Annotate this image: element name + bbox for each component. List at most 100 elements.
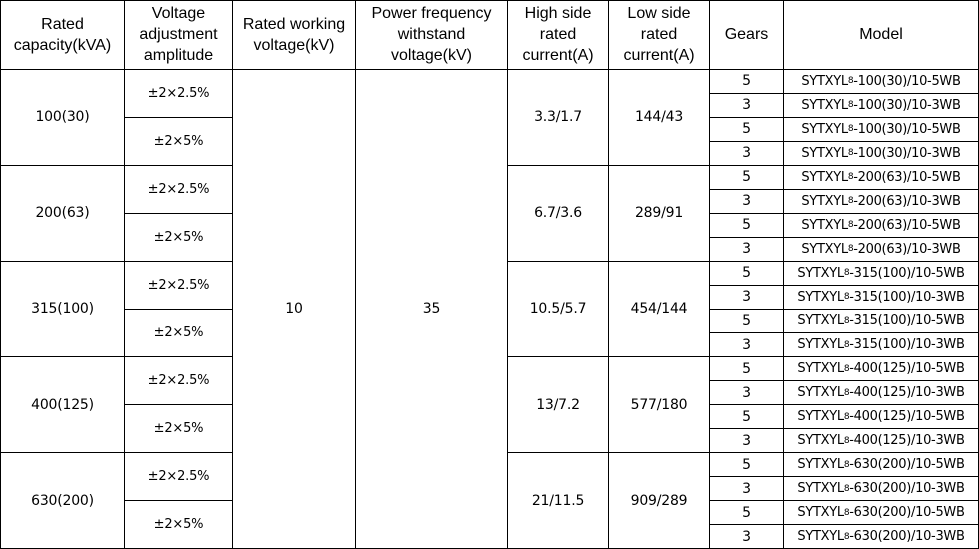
model-prefix: SYTXYL xyxy=(797,481,844,497)
column-divider xyxy=(0,0,1,549)
model-subscript: 8 xyxy=(843,483,850,494)
model-suffix: -630(200)/10-5WB xyxy=(849,505,965,521)
model-prefix: SYTXYL xyxy=(797,265,844,281)
model-subscript: 8 xyxy=(843,292,850,303)
amplitude-cell: ±2×5% xyxy=(153,133,204,149)
model-cell: SYTXYL 8 -400(125)/10-5WB xyxy=(784,405,978,428)
model-cell: SYTXYL 8 -100(30)/10-3WB xyxy=(784,142,978,165)
model-prefix: SYTXYL xyxy=(801,73,848,89)
table-border-top xyxy=(0,0,979,1)
row-divider xyxy=(709,500,979,501)
group-divider xyxy=(0,261,232,262)
model-suffix: -400(125)/10-5WB xyxy=(849,361,965,377)
gears-cell: 3 xyxy=(742,432,751,449)
model-suffix: -400(125)/10-5WB xyxy=(849,409,965,425)
gears-cell: 5 xyxy=(742,408,751,425)
row-divider xyxy=(709,213,979,214)
gears-cell: 5 xyxy=(742,265,751,282)
low-side-current-cell: 909/289 xyxy=(630,492,688,509)
model-prefix: SYTXYL xyxy=(801,97,848,113)
model-prefix: SYTXYL xyxy=(797,337,844,353)
model-prefix: SYTXYL xyxy=(797,289,844,305)
row-divider xyxy=(709,428,979,429)
model-subscript: 8 xyxy=(843,459,850,470)
group-divider xyxy=(507,165,979,166)
model-subscript: 8 xyxy=(847,220,854,231)
row-divider xyxy=(709,117,979,118)
model-suffix: -200(63)/10-5WB xyxy=(853,169,961,185)
header-voltage-adjustment: Voltage adjustment amplitude xyxy=(139,5,218,64)
gears-cell: 3 xyxy=(742,97,751,114)
header-low-side-current: Low side rated current(A) xyxy=(623,5,695,64)
model-suffix: -315(100)/10-3WB xyxy=(849,337,965,353)
model-cell: SYTXYL 8 -400(125)/10-5WB xyxy=(784,357,978,380)
model-subscript: 8 xyxy=(847,196,854,207)
gears-cell: 3 xyxy=(742,289,751,306)
model-cell: SYTXYL 8 -315(100)/10-3WB xyxy=(784,286,978,309)
amplitude-divider xyxy=(124,213,232,214)
model-subscript: 8 xyxy=(843,339,850,350)
model-cell: SYTXYL 8 -200(63)/10-5WB xyxy=(784,166,978,189)
row-divider xyxy=(709,332,979,333)
gears-cell: 5 xyxy=(742,504,751,521)
gears-cell: 3 xyxy=(742,193,751,210)
row-divider xyxy=(709,237,979,238)
model-subscript: 8 xyxy=(843,531,850,542)
high-side-current-cell: 3.3/1.7 xyxy=(534,109,582,126)
capacity-cell: 315(100) xyxy=(31,300,94,317)
model-subscript: 8 xyxy=(847,124,854,135)
amplitude-cell: ±2×2.5% xyxy=(147,373,210,389)
model-prefix: SYTXYL xyxy=(801,217,848,233)
model-suffix: -200(63)/10-3WB xyxy=(853,193,961,209)
row-divider xyxy=(709,285,979,286)
model-suffix: -315(100)/10-3WB xyxy=(849,289,965,305)
model-prefix: SYTXYL xyxy=(797,529,844,545)
gears-cell: 3 xyxy=(742,145,751,162)
model-prefix: SYTXYL xyxy=(797,385,844,401)
model-suffix: -100(30)/10-5WB xyxy=(853,73,961,89)
header-withstand-voltage: Power frequency withstand voltage(kV) xyxy=(371,5,492,64)
low-side-current-cell: 454/144 xyxy=(630,300,688,317)
header-rated-working-voltage: Rated working voltage(kV) xyxy=(242,15,346,54)
group-divider xyxy=(0,452,232,453)
high-side-current-cell: 13/7.2 xyxy=(536,396,580,413)
capacity-cell: 630(200) xyxy=(31,492,94,509)
gears-cell: 5 xyxy=(742,73,751,90)
model-cell: SYTXYL 8 -630(200)/10-5WB xyxy=(784,453,978,476)
model-subscript: 8 xyxy=(843,315,850,326)
group-divider xyxy=(507,261,979,262)
column-divider xyxy=(709,0,710,549)
model-suffix: -315(100)/10-5WB xyxy=(849,265,965,281)
model-cell: SYTXYL 8 -100(30)/10-5WB xyxy=(784,118,978,141)
model-cell: SYTXYL 8 -315(100)/10-3WB xyxy=(784,333,978,356)
model-prefix: SYTXYL xyxy=(801,169,848,185)
model-cell: SYTXYL 8 -200(63)/10-3WB xyxy=(784,238,978,261)
model-suffix: -630(200)/10-5WB xyxy=(849,457,965,473)
model-cell: SYTXYL 8 -400(125)/10-3WB xyxy=(784,381,978,404)
row-divider xyxy=(709,141,979,142)
high-side-current-cell: 6.7/3.6 xyxy=(534,205,582,222)
model-suffix: -200(63)/10-3WB xyxy=(853,241,961,257)
model-suffix: -315(100)/10-5WB xyxy=(849,313,965,329)
gears-cell: 5 xyxy=(742,169,751,186)
model-prefix: SYTXYL xyxy=(801,145,848,161)
model-suffix: -400(125)/10-3WB xyxy=(849,433,965,449)
model-prefix: SYTXYL xyxy=(801,241,848,257)
group-divider xyxy=(507,356,979,357)
rated-working-voltage-cell: 10 xyxy=(285,301,303,317)
low-side-current-cell: 144/43 xyxy=(634,109,684,126)
amplitude-divider xyxy=(124,500,232,501)
row-divider xyxy=(709,93,979,94)
capacity-cell: 100(30) xyxy=(35,109,90,126)
gears-cell: 3 xyxy=(742,384,751,401)
amplitude-cell: ±2×2.5% xyxy=(147,181,210,197)
model-suffix: -100(30)/10-3WB xyxy=(853,145,961,161)
header-divider xyxy=(0,69,979,70)
high-side-current-cell: 10.5/5.7 xyxy=(529,300,587,317)
model-suffix: -400(125)/10-3WB xyxy=(849,385,965,401)
model-subscript: 8 xyxy=(843,387,850,398)
capacity-cell: 400(125) xyxy=(31,396,94,413)
row-divider xyxy=(709,309,979,310)
amplitude-cell: ±2×2.5% xyxy=(147,85,210,101)
model-cell: SYTXYL 8 -315(100)/10-5WB xyxy=(784,310,978,333)
